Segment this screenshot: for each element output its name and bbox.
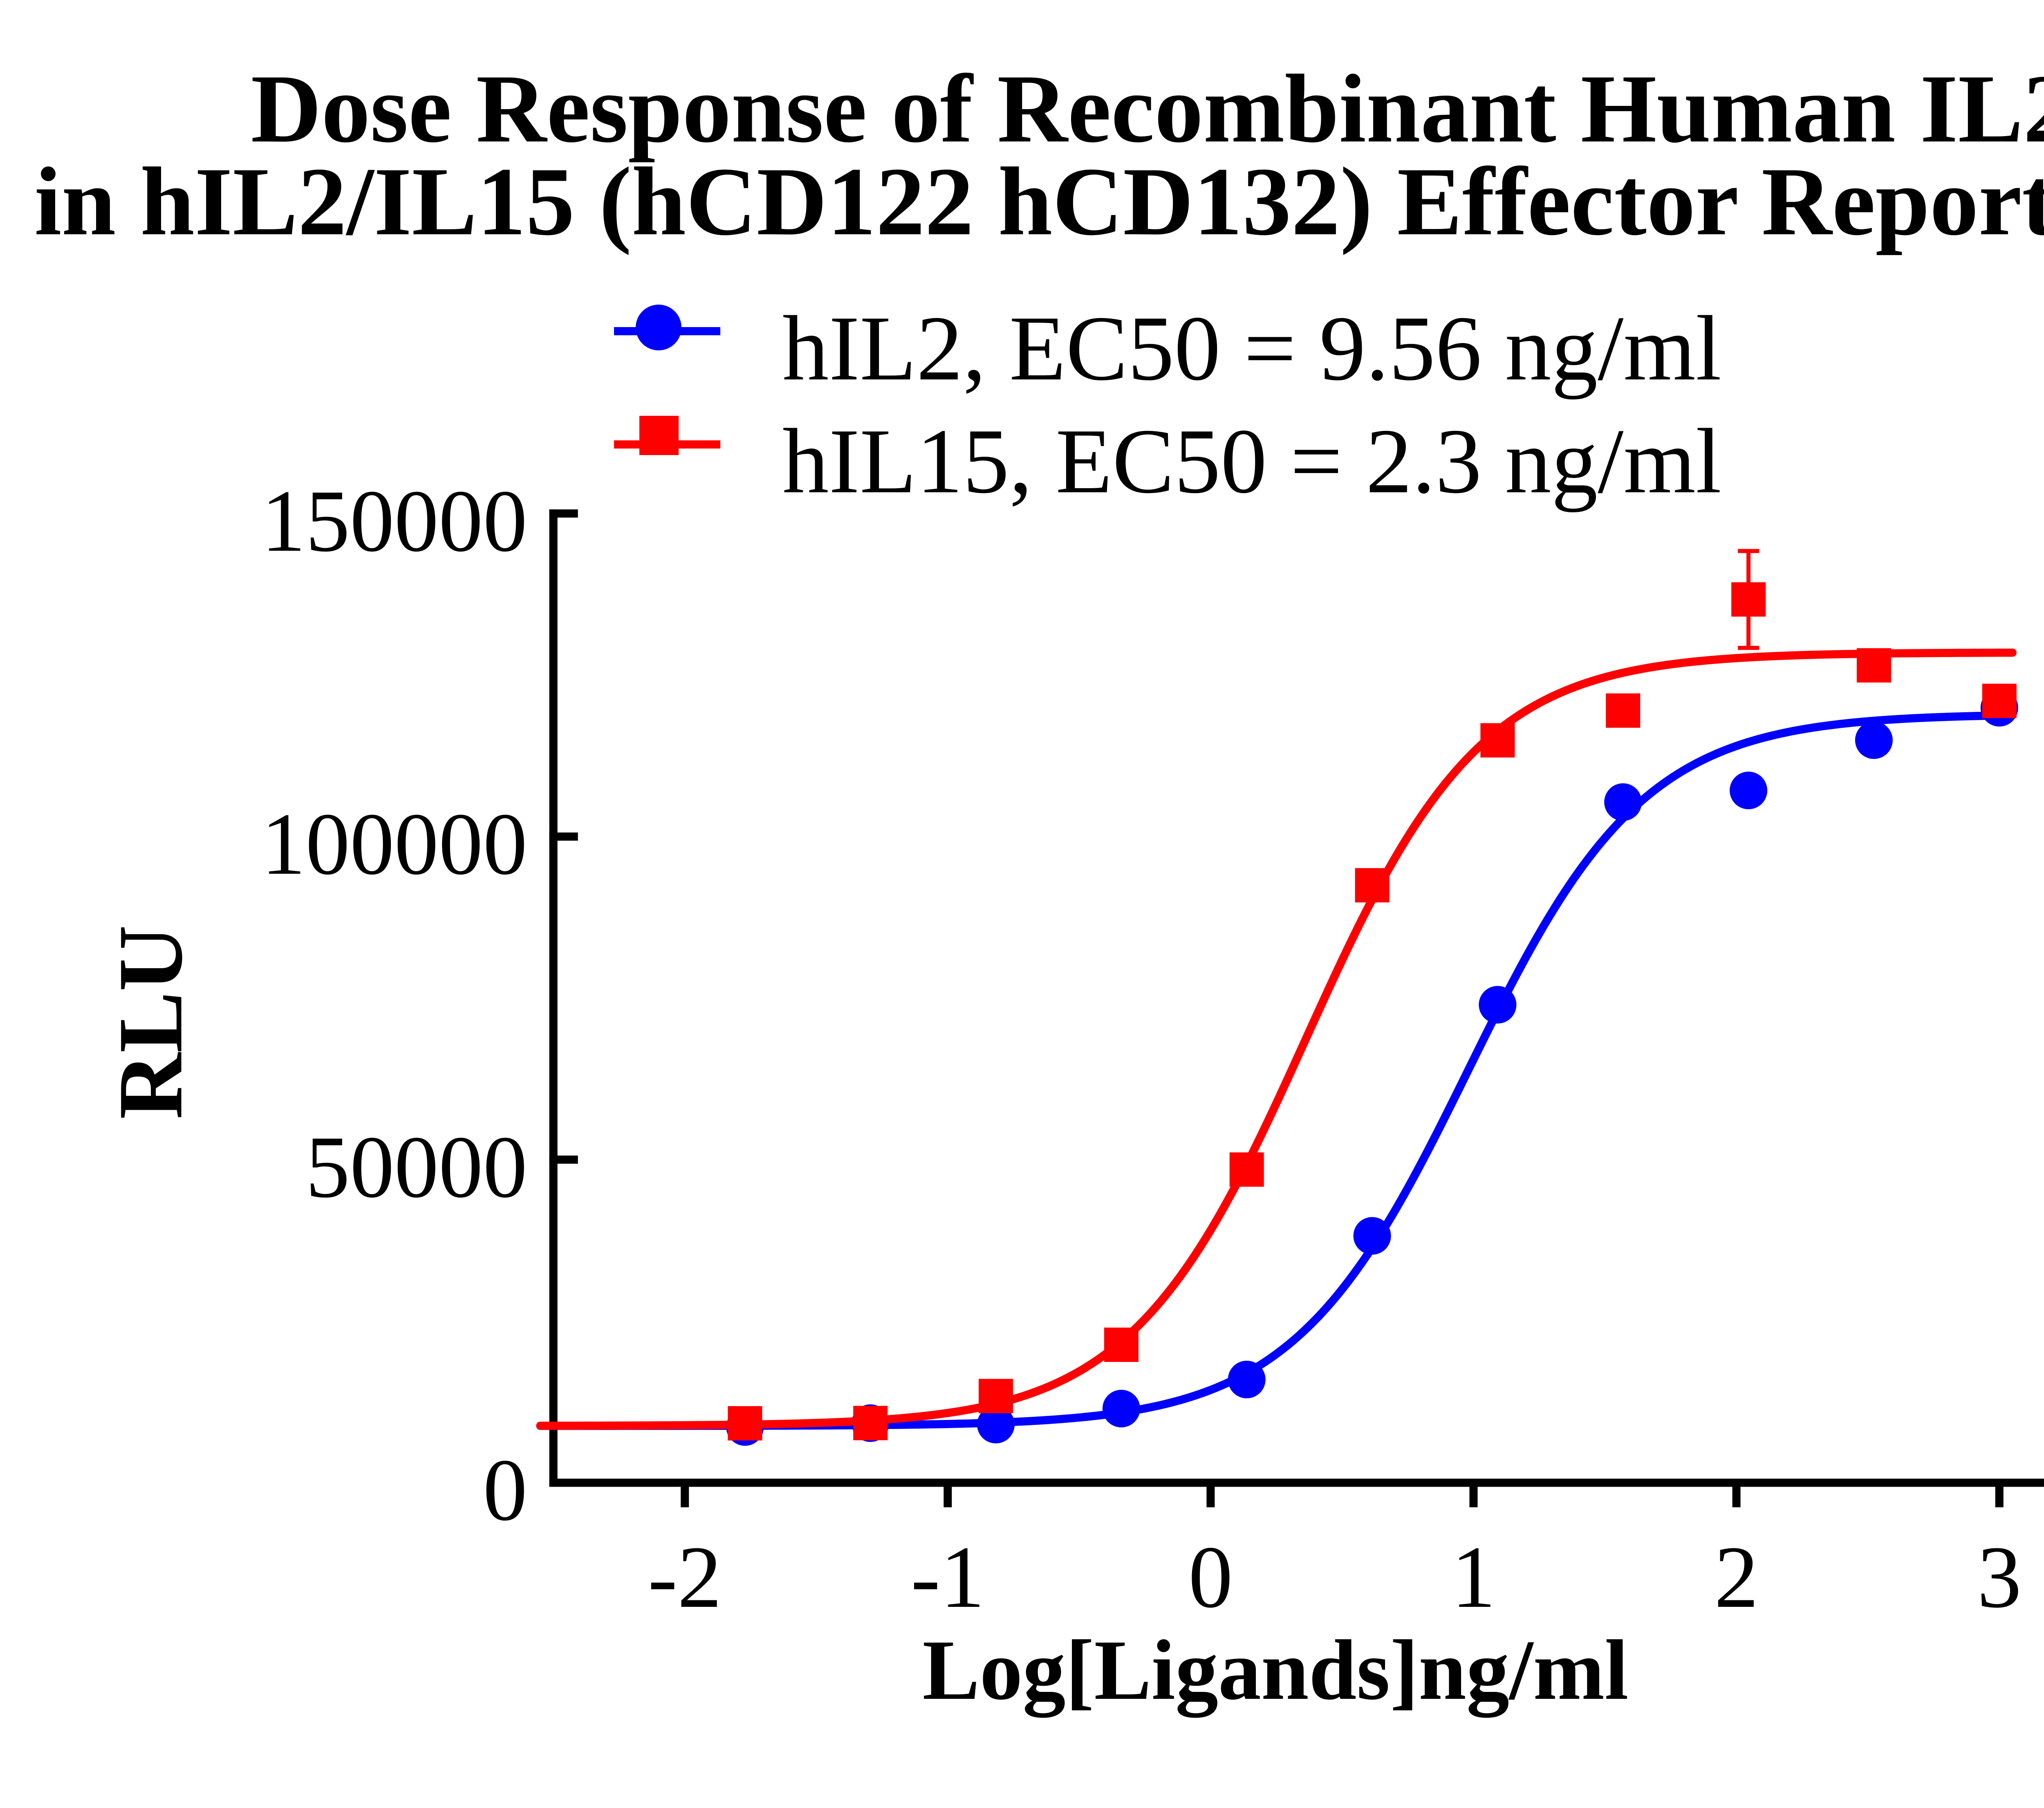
svg-text:50000: 50000 <box>306 1118 528 1216</box>
svg-text:2: 2 <box>1714 1528 1759 1626</box>
svg-text:1: 1 <box>1451 1528 1496 1626</box>
svg-text:-1: -1 <box>911 1528 985 1626</box>
svg-text:3: 3 <box>1977 1528 2022 1626</box>
svg-text:0: 0 <box>1188 1528 1233 1626</box>
svg-text:-2: -2 <box>648 1528 722 1626</box>
svg-text:100000: 100000 <box>261 795 527 893</box>
svg-text:150000: 150000 <box>261 472 527 570</box>
svg-text:0: 0 <box>483 1441 528 1539</box>
